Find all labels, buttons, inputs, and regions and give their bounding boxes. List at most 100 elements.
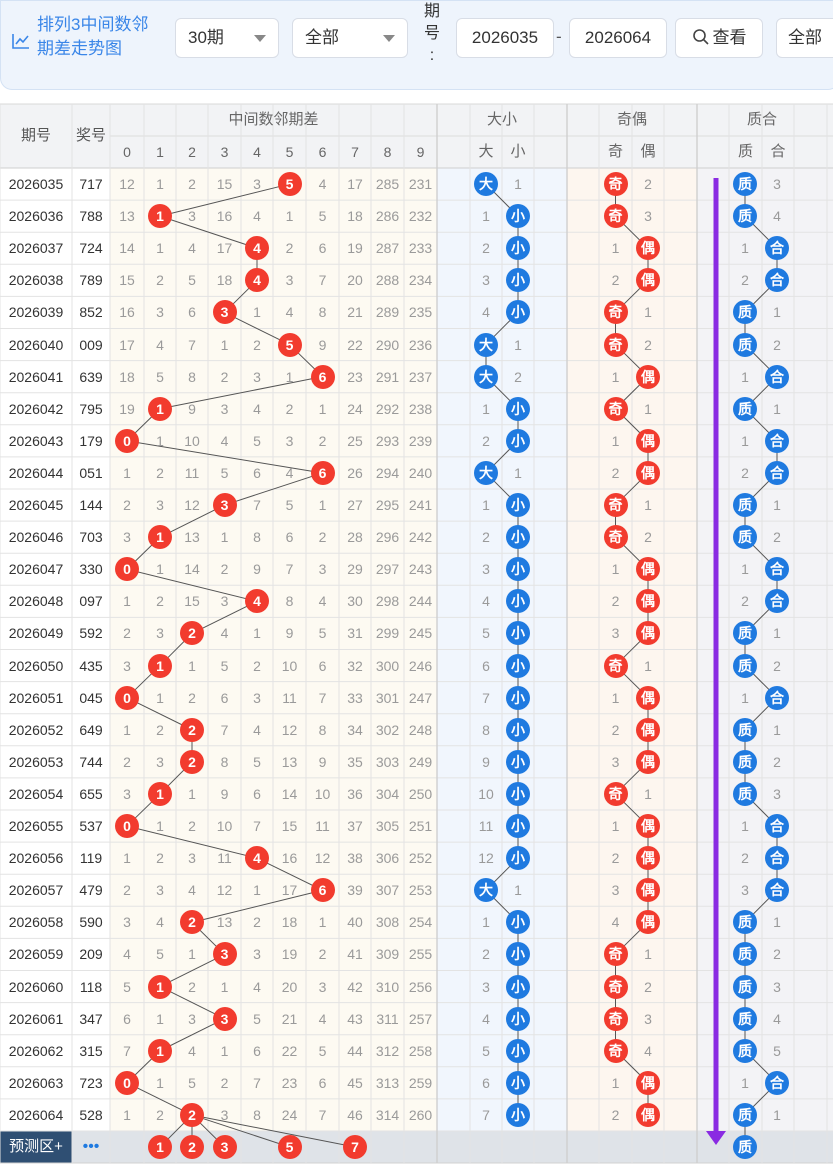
- gap-cell: 7: [318, 272, 327, 289]
- gap-cell: 3: [156, 497, 164, 513]
- gap-cell: 4: [253, 208, 261, 225]
- gap-cell: 246: [408, 657, 433, 674]
- parity-miss-cell: 2: [611, 464, 620, 481]
- gap-cell: 253: [408, 882, 433, 899]
- gap-cell: 19: [347, 240, 363, 257]
- gap-cell: 303: [375, 753, 400, 770]
- gap-cell: 250: [408, 785, 433, 802]
- gap-cell: 39: [347, 882, 363, 899]
- gap-cell: 294: [375, 464, 400, 481]
- gap-cell: 3: [123, 785, 131, 802]
- size-miss-cell: 2: [482, 946, 490, 963]
- number-cell: 051: [79, 464, 103, 481]
- title-line-1: 排列3中间数邻: [37, 15, 149, 34]
- size-miss-cell: 1: [514, 176, 522, 192]
- gap-hit-ball: 3: [212, 493, 237, 518]
- parity-ball: 偶: [636, 846, 660, 871]
- gap-cell: 3: [156, 882, 164, 899]
- gap-cell: 305: [375, 818, 400, 834]
- gap-cell: 4: [220, 625, 229, 642]
- gap-cell: 2: [285, 240, 294, 257]
- size-ball: 小: [506, 557, 530, 582]
- gap-cell: 3: [156, 304, 164, 321]
- view-button[interactable]: 查看: [675, 18, 763, 58]
- gap-cell: 2: [253, 914, 261, 931]
- size-miss-cell: 7: [482, 1106, 490, 1123]
- gap-cell: 15: [184, 593, 200, 610]
- size-ball: 大: [474, 332, 498, 357]
- issue-cell: 2026062: [8, 1042, 64, 1059]
- gap-cell: 4: [285, 464, 294, 481]
- gap-cell: 252: [408, 850, 433, 867]
- gap-cell: 10: [281, 657, 298, 674]
- parity-ball: 奇: [603, 204, 628, 229]
- gap-cell: 16: [281, 850, 298, 867]
- gap-cell: 29: [347, 561, 363, 578]
- size-miss-cell: 11: [478, 818, 494, 834]
- gap-cell: 36: [347, 785, 363, 802]
- size-ball: 小: [506, 236, 530, 261]
- gap-cell: 41: [347, 946, 363, 963]
- size-ball: 大: [474, 364, 498, 389]
- gap-cell: 244: [408, 593, 433, 610]
- gap-cell: 1: [123, 850, 131, 867]
- gap-cell: 14: [184, 561, 200, 578]
- issue-cell: 2026036: [8, 208, 64, 225]
- gap-cell: 44: [347, 1042, 363, 1059]
- gap-cell: 31: [347, 625, 363, 642]
- gap-cell: 5: [123, 978, 131, 995]
- gap-hit-ball: 0: [115, 814, 139, 839]
- parity-miss-cell: 1: [644, 785, 652, 802]
- prime-ball: 合: [765, 557, 789, 582]
- parity-miss-cell: 1: [611, 368, 620, 385]
- issue-cell: 2026060: [8, 978, 64, 995]
- prime-ball: 质: [733, 653, 757, 678]
- gap-cell: 290: [375, 336, 400, 353]
- size-miss-cell: 4: [482, 1010, 490, 1027]
- size-miss-cell: 3: [482, 978, 490, 995]
- type-select[interactable]: 全部: [292, 18, 408, 58]
- prime-miss-cell: 3: [773, 978, 781, 995]
- gap-cell: 32: [347, 657, 363, 674]
- parity-miss-cell: 2: [644, 336, 652, 353]
- all-button[interactable]: 全部: [776, 18, 833, 58]
- gap-cell: 24: [281, 1106, 298, 1123]
- trend-line: [159, 183, 290, 217]
- header-gap-2: 2: [188, 144, 196, 160]
- gap-cell: 5: [253, 753, 261, 770]
- gap-cell: 286: [375, 208, 400, 225]
- number-cell: 179: [79, 432, 103, 449]
- prime-ball: 质: [733, 621, 757, 646]
- predict-label[interactable]: 预测区+: [9, 1138, 63, 1155]
- end-issue-input[interactable]: 2026064: [569, 18, 667, 58]
- chevron-down-icon: [254, 35, 266, 42]
- gap-cell: 11: [315, 818, 330, 834]
- gap-cell: 302: [375, 721, 400, 738]
- size-ball: 小: [506, 846, 530, 871]
- chart-title[interactable]: 排列3中间数邻 期差走势图: [11, 13, 148, 61]
- gap-hit-ball: 0: [115, 1070, 139, 1095]
- gap-cell: 9: [253, 561, 261, 578]
- gap-cell: 6: [318, 240, 327, 257]
- type-select-value: 全部: [305, 28, 339, 47]
- period-count-value: 30期: [188, 28, 224, 47]
- gap-cell: 251: [408, 818, 433, 834]
- gap-cell: 260: [408, 1106, 433, 1123]
- gap-cell: 5: [188, 1074, 196, 1091]
- gap-cell: 23: [281, 1074, 298, 1091]
- gap-cell: 2: [188, 978, 196, 995]
- period-count-select[interactable]: 30期: [175, 18, 279, 58]
- gap-cell: 19: [119, 400, 135, 417]
- gap-cell: 13: [119, 208, 135, 225]
- gap-cell: 2: [220, 1074, 229, 1091]
- gap-cell: 4: [188, 882, 196, 899]
- prime-miss-cell: 1: [741, 689, 749, 706]
- prime-ball: 质: [733, 1006, 757, 1031]
- gap-cell: 16: [216, 208, 233, 225]
- parity-miss-cell: 1: [611, 1074, 620, 1091]
- gap-hit-ball: 1: [148, 1038, 172, 1063]
- gap-cell: 313: [375, 1074, 400, 1091]
- start-issue-input[interactable]: 2026035: [456, 18, 554, 58]
- more-icon[interactable]: •••: [82, 1138, 100, 1155]
